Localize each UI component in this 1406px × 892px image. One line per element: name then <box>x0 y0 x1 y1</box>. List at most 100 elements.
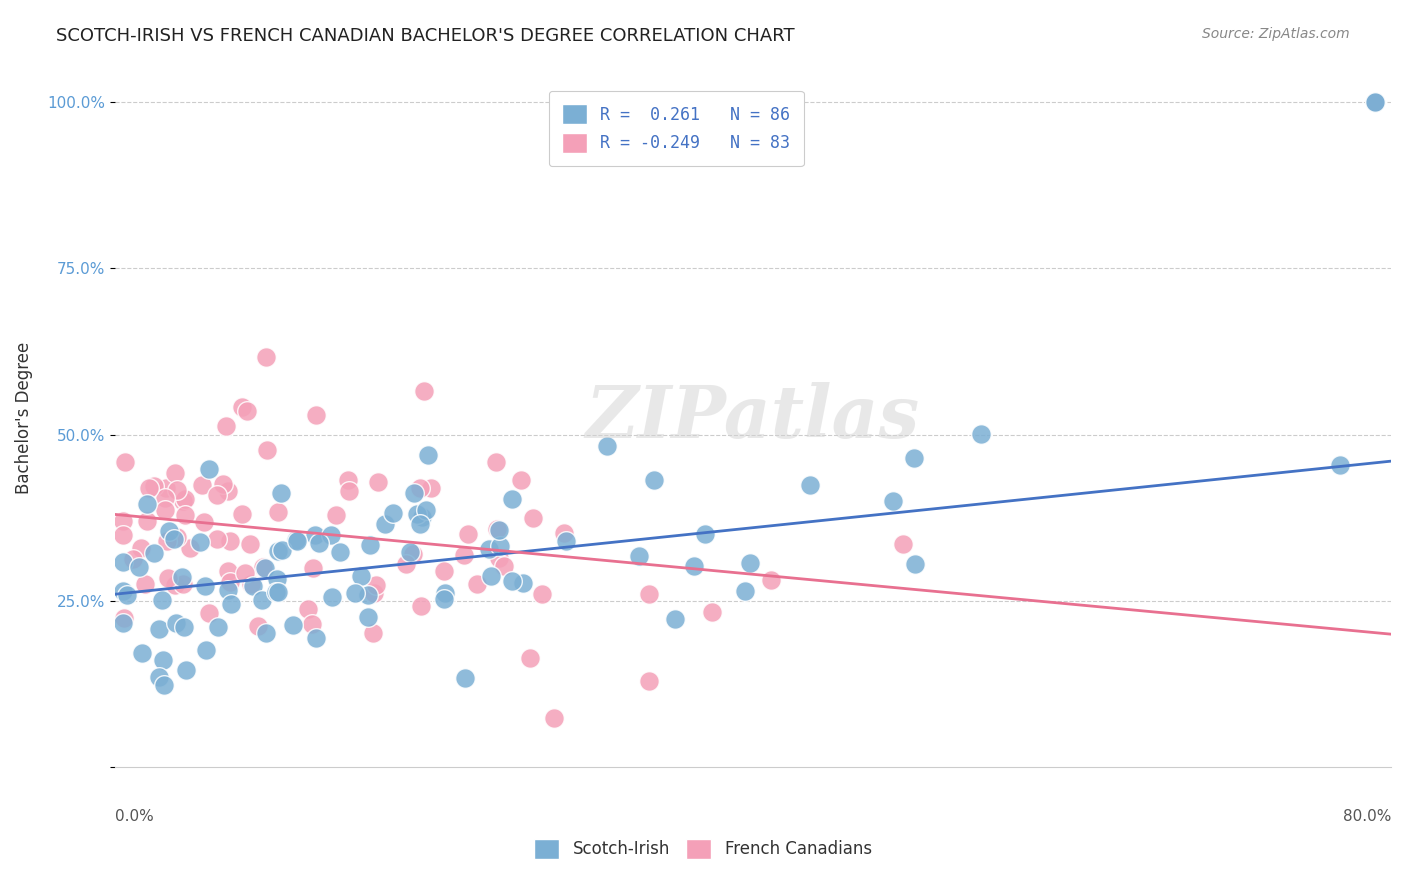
Point <box>304 409 326 423</box>
Text: 80.0%: 80.0% <box>1343 809 1391 824</box>
Point <box>304 528 326 542</box>
Point <box>142 546 165 560</box>
Point <box>153 503 176 517</box>
Point <box>891 537 914 551</box>
Point <box>172 577 194 591</box>
Point <box>297 602 319 616</box>
Point <box>239 536 262 550</box>
Point <box>242 579 264 593</box>
Point <box>512 576 534 591</box>
Point <box>163 532 186 546</box>
Point <box>1364 95 1386 109</box>
Point <box>128 560 150 574</box>
Point <box>325 508 347 523</box>
Point <box>136 515 159 529</box>
Point <box>419 481 441 495</box>
Point <box>531 587 554 601</box>
Point <box>409 481 432 495</box>
Point <box>111 555 134 569</box>
Point <box>131 646 153 660</box>
Point <box>233 566 256 581</box>
Point <box>174 508 197 522</box>
Point <box>522 510 544 524</box>
Point <box>485 522 508 536</box>
Point <box>734 583 756 598</box>
Point <box>350 568 373 582</box>
Point <box>191 477 214 491</box>
Point <box>519 651 541 665</box>
Point <box>166 530 188 544</box>
Point <box>759 574 782 588</box>
Point <box>596 439 619 453</box>
Point <box>254 561 277 575</box>
Point <box>479 569 502 583</box>
Y-axis label: Bachelor's Degree: Bachelor's Degree <box>15 342 32 494</box>
Point <box>211 477 233 491</box>
Point <box>148 670 170 684</box>
Point <box>114 455 136 469</box>
Point <box>193 515 215 529</box>
Point <box>478 541 501 556</box>
Point <box>1329 458 1351 472</box>
Point <box>321 591 343 605</box>
Point <box>553 526 575 541</box>
Point <box>252 559 274 574</box>
Text: ZIPatlas: ZIPatlas <box>586 383 920 453</box>
Point <box>267 543 290 558</box>
Point <box>218 533 240 548</box>
Point <box>157 524 180 539</box>
Point <box>270 485 292 500</box>
Point <box>172 494 194 508</box>
Point <box>308 536 330 550</box>
Point <box>457 526 479 541</box>
Point <box>148 623 170 637</box>
Point <box>111 616 134 631</box>
Point <box>155 481 177 495</box>
Point <box>799 478 821 492</box>
Point <box>219 598 242 612</box>
Point <box>416 448 439 462</box>
Legend: Scotch-Irish, French Canadians: Scotch-Irish, French Canadians <box>527 832 879 866</box>
Point <box>194 642 217 657</box>
Point <box>357 588 380 602</box>
Text: SCOTCH-IRISH VS FRENCH CANADIAN BACHELOR'S DEGREE CORRELATION CHART: SCOTCH-IRISH VS FRENCH CANADIAN BACHELOR… <box>56 27 794 45</box>
Point <box>301 616 323 631</box>
Point <box>143 479 166 493</box>
Point <box>401 547 423 561</box>
Point <box>166 483 188 497</box>
Point <box>111 583 134 598</box>
Point <box>543 711 565 725</box>
Point <box>337 473 360 487</box>
Point <box>494 559 516 574</box>
Point <box>344 585 367 599</box>
Point <box>305 632 328 646</box>
Point <box>112 610 135 624</box>
Point <box>453 548 475 562</box>
Point <box>111 514 134 528</box>
Point <box>382 506 405 520</box>
Point <box>555 534 578 549</box>
Point <box>165 615 187 630</box>
Point <box>254 350 277 364</box>
Point <box>198 462 221 476</box>
Point <box>1364 95 1386 109</box>
Text: Source: ZipAtlas.com: Source: ZipAtlas.com <box>1202 27 1350 41</box>
Point <box>637 673 659 688</box>
Point <box>174 663 197 677</box>
Point <box>321 528 343 542</box>
Point <box>266 572 288 586</box>
Point <box>501 491 523 506</box>
Point <box>454 671 477 685</box>
Point <box>117 588 139 602</box>
Point <box>179 541 201 556</box>
Point <box>271 542 294 557</box>
Point <box>267 505 290 519</box>
Point <box>903 557 925 571</box>
Point <box>231 401 253 415</box>
Point <box>156 534 179 549</box>
Point <box>174 492 197 507</box>
Point <box>337 484 360 499</box>
Point <box>664 612 686 626</box>
Point <box>738 556 761 570</box>
Point <box>404 485 426 500</box>
